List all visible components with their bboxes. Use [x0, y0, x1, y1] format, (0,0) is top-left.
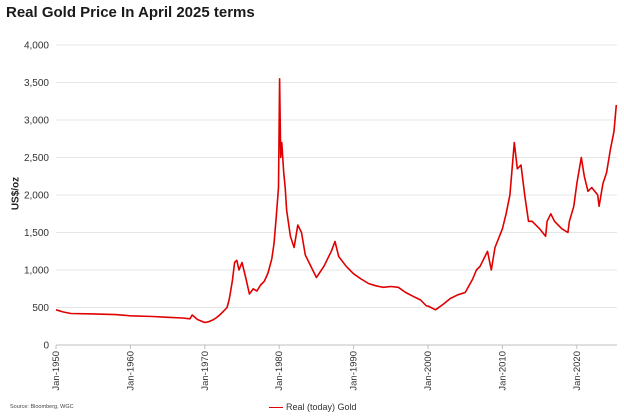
x-tick-label: Jan-1960 [125, 351, 136, 391]
y-tick-label: 3,500 [24, 78, 49, 89]
chart-title: Real Gold Price In April 2025 terms [6, 4, 255, 21]
y-tick-label: 2,000 [24, 191, 49, 202]
x-tick-label: Jan-1950 [51, 351, 62, 391]
gridlines [56, 44, 617, 308]
x-tick-label: Jan-1970 [200, 351, 211, 391]
y-tick-label: 2,500 [24, 153, 49, 164]
y-axis-label: US$/oz [10, 176, 22, 211]
y-tick-label: 500 [32, 303, 49, 314]
y-tick-label: 3,000 [24, 116, 49, 127]
x-axis-tick-labels: Jan-1950 Jan-1960 Jan-1970 Jan-1980 Jan-1990… [51, 345, 583, 391]
x-tick-label: Jan-2010 [497, 351, 508, 391]
x-tick-label: Jan-1980 [274, 351, 285, 391]
legend-line-swatch [269, 406, 283, 408]
x-tick-label: Jan-1990 [349, 351, 360, 391]
y-axis-tick-labels: 0 500 1,000 1,500 2,000 2,500 3,000 3,500 4,000 [24, 41, 49, 352]
y-tick-label: 1,500 [24, 228, 49, 239]
legend: Real (today) Gold [269, 402, 357, 412]
x-tick-label: Jan-2020 [572, 351, 583, 391]
source-note: Source: Bloomberg, WGC [10, 404, 74, 410]
y-tick-label: 1,000 [24, 266, 49, 277]
series-layer [55, 78, 618, 324]
y-tick-label: 4,000 [24, 41, 49, 52]
x-tick-label: Jan-2000 [423, 351, 434, 391]
series-line-real-gold [55, 78, 618, 324]
legend-label: Real (today) Gold [286, 402, 357, 412]
y-tick-label: 0 [43, 341, 49, 352]
